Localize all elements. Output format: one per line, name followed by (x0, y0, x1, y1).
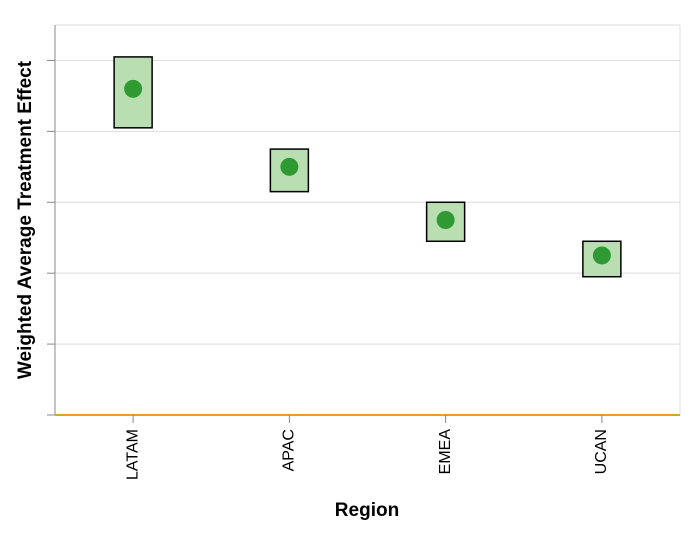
axes (47, 25, 680, 423)
x-tick-label-latam: LATAM (124, 429, 141, 480)
grid-lines (55, 24, 681, 415)
estimate-point-ucan (592, 246, 611, 265)
estimate-point-latam (124, 79, 143, 98)
estimate-point-apac (280, 157, 299, 176)
estimate-points (124, 79, 611, 265)
y-axis-title: Weighted Average Treatment Effect (15, 60, 36, 379)
x-tick-labels: LATAM APAC EMEA UCAN (124, 429, 610, 480)
x-tick-label-ucan: UCAN (593, 429, 610, 474)
interval-bands (113, 56, 622, 278)
x-axis-title: Region (335, 500, 399, 521)
x-tick-label-emea: EMEA (437, 429, 454, 475)
estimate-point-emea (436, 211, 455, 229)
x-tick-label-apac: APAC (281, 429, 298, 471)
